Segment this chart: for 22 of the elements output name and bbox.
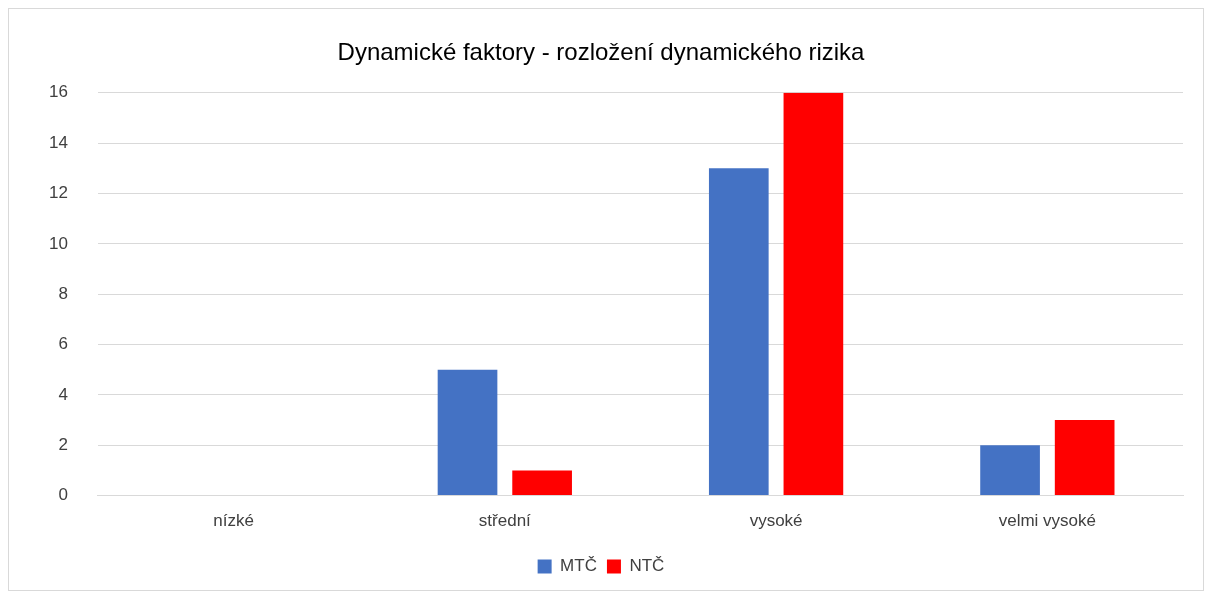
bar xyxy=(1054,420,1115,496)
x-tick-label: střední xyxy=(478,511,532,531)
bar xyxy=(708,168,769,496)
y-tick-label: 14 xyxy=(48,132,68,152)
y-tick-label: 10 xyxy=(48,233,68,253)
y-tick-label: 2 xyxy=(58,434,68,454)
y-tick-label: 8 xyxy=(58,283,68,303)
bar xyxy=(783,92,844,496)
x-tick-label: nízké xyxy=(213,511,254,531)
x-tick-label: vysoké xyxy=(749,511,803,531)
y-tick-label: 6 xyxy=(58,334,68,354)
y-tick-label: 0 xyxy=(58,485,68,505)
y-tick-label: 16 xyxy=(48,82,68,102)
chart-title: Dynamické faktory - rozložení dynamického rizika xyxy=(337,38,866,66)
y-tick-label: 12 xyxy=(48,183,68,203)
y-tick-label: 4 xyxy=(58,384,68,404)
x-tick-label: velmi vysoké xyxy=(998,511,1097,531)
legend-label: MTČ xyxy=(560,556,597,576)
bar xyxy=(980,445,1040,496)
legend-label: NTČ xyxy=(629,556,665,576)
bar xyxy=(512,470,572,496)
bar xyxy=(437,369,498,496)
